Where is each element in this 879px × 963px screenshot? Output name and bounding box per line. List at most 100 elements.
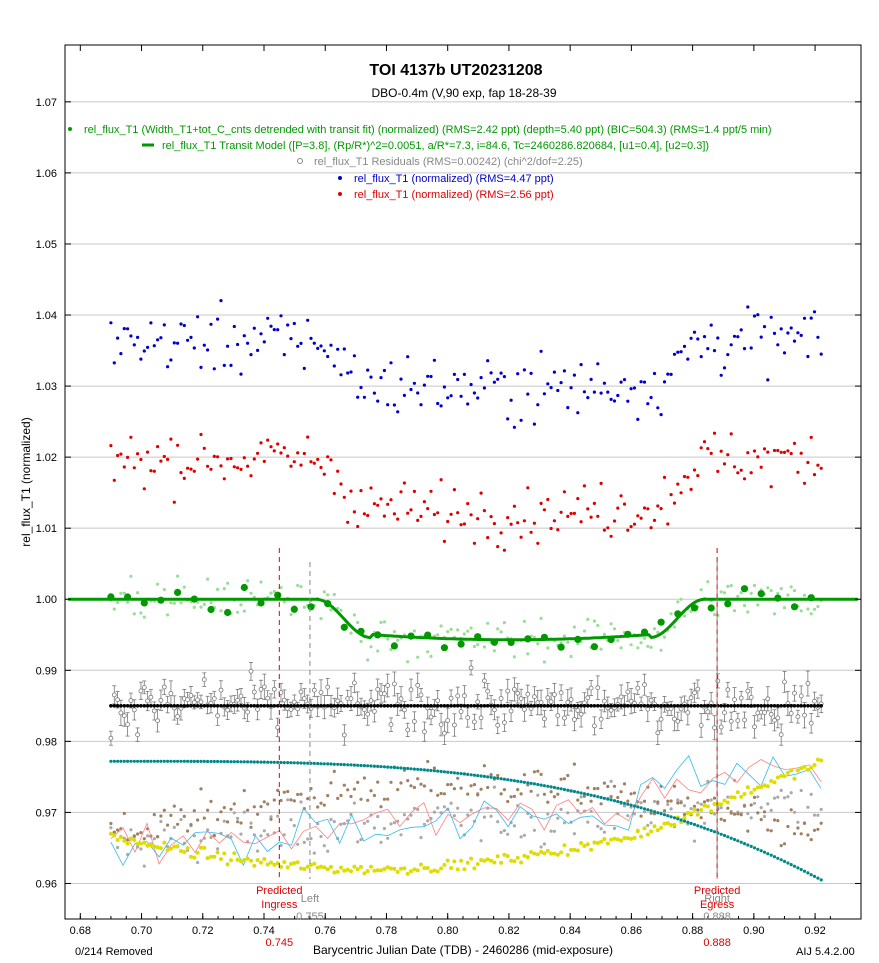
blue-flux-point [579,363,583,367]
aux-gray-point [792,810,797,814]
residual-zero-point [395,704,400,708]
residual-zero-point [375,704,380,708]
aux-gray-point [326,849,330,853]
residual-zero-point [189,704,193,708]
blue-flux-point [329,343,333,347]
blue-flux-point [666,372,670,376]
aux-gray-point [789,791,793,795]
red-flux-point [642,506,647,510]
residual-point [795,714,801,720]
red-flux-point [709,451,713,455]
aux-yellow-point [712,802,717,806]
aux-yellow-point [269,860,273,865]
blue-flux-point [202,343,206,347]
teal-curve-point [766,852,770,856]
aux-gray-point [109,826,113,830]
aux-yellow-point [128,836,133,841]
blue-flux-point [236,342,240,347]
teal-curve-point [362,764,366,768]
aux-brown-point [136,832,140,836]
green-raw-point [629,643,633,647]
aux-brown-point [429,789,433,793]
green-raw-point [816,604,820,609]
residual-zero-point [199,704,203,708]
aux-yellow-point [792,776,797,781]
red-flux-point [322,472,326,476]
blue-flux-point [596,362,600,366]
blue-flux-point [482,386,486,390]
residual-point [585,695,591,701]
x-tick-label: 0.76 [315,925,336,937]
teal-curve-point [619,800,623,805]
aux-brown-point [226,820,230,824]
residual-zero-point [669,704,673,708]
aux-brown-point [196,818,200,822]
blue-flux-point [412,381,416,385]
aux-brown-point [382,797,386,801]
aux-yellow-point [629,836,634,841]
aux-brown-point [809,838,813,842]
teal-curve-point [496,776,500,780]
blue-flux-point [649,395,653,400]
aux-brown-point [379,805,383,809]
teal-curve-point [726,835,730,839]
x-tick-label: 0.84 [559,925,580,937]
red-flux-point [509,522,513,526]
blue-flux-point [332,364,336,368]
blue-flux-point [496,377,500,381]
aux-brown-point [372,793,376,798]
residual-point [782,679,787,685]
teal-curve-point [636,805,640,809]
red-flux-point [476,517,480,521]
blue-flux-point [662,380,667,384]
aux-brown-point [332,769,336,774]
residual-point [728,718,734,724]
blue-flux-point [612,399,617,403]
green-raw-point [476,643,480,647]
red-flux-point [762,447,767,451]
red-flux-point [379,497,383,501]
green-raw-point [449,627,453,632]
data-layer [68,299,858,882]
teal-curve-point [442,770,446,774]
aux-yellow-point [562,843,567,848]
red-flux-point [579,520,583,524]
teal-curve-point [402,766,406,770]
y-tick-label: 0.97 [36,807,57,819]
aux-brown-point [506,799,510,804]
aux-yellow-point [245,856,250,861]
residual-zero-point [182,704,187,708]
x-tick-label: 0.82 [498,925,519,937]
teal-curve-point [559,787,563,791]
residual-point [385,683,391,688]
residual-zero-point [549,704,553,708]
red-flux-point [672,501,677,505]
red-flux-point [232,465,236,469]
red-flux-point [686,475,690,479]
aux-brown-point [359,797,363,801]
aux-gray-point [756,795,760,799]
aux-yellow-point [389,866,393,871]
red-flux-point [562,490,567,494]
aux-yellow-point [649,829,654,834]
residual-zero-point [379,704,383,708]
residual-zero-point [312,704,317,708]
green-raw-point [412,629,416,633]
aux-yellow-point [429,869,433,874]
residual-point [732,697,737,702]
aux-brown-point [672,784,677,788]
aux-brown-point [406,779,410,783]
aux-yellow-point [569,847,574,852]
teal-curve-point [112,759,116,763]
aux-yellow-point [459,858,464,863]
teal-curve-point [572,789,577,794]
teal-curve-point [719,832,723,836]
residual-point [505,688,511,694]
red-flux-point [216,455,220,459]
green-raw-point [496,627,500,631]
residual-zero-point [689,704,693,708]
aux-yellow-point [282,860,287,864]
aux-yellow-point [565,853,570,857]
residual-point [498,696,504,701]
